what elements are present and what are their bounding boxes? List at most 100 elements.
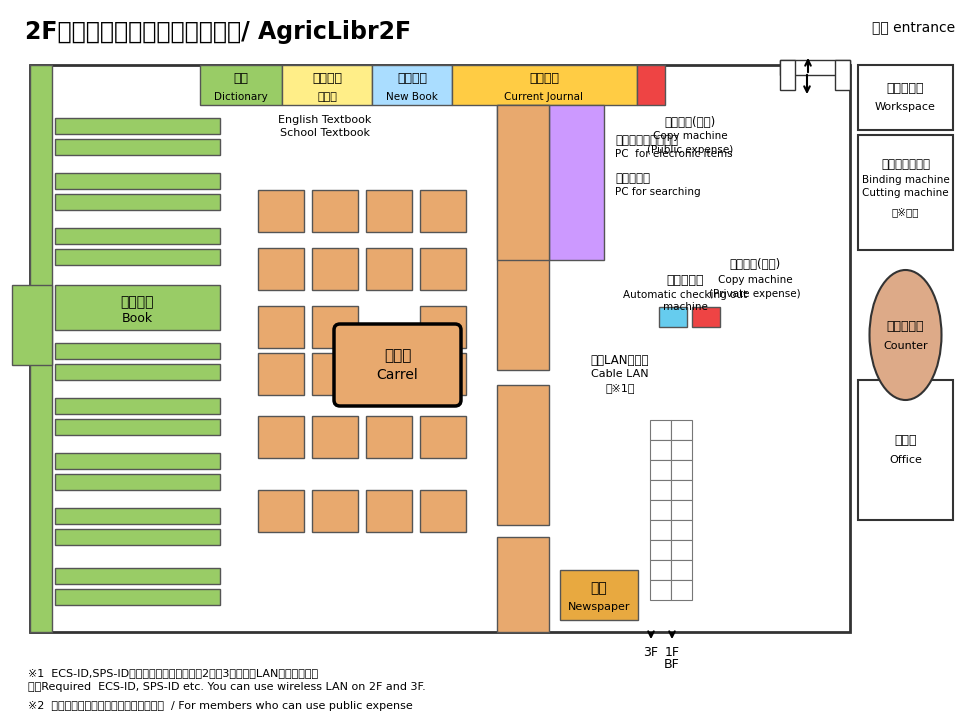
Bar — [671, 580, 692, 600]
Bar — [671, 420, 692, 440]
Text: 教科書: 教科書 — [317, 92, 337, 102]
Bar — [659, 307, 687, 327]
Bar — [671, 520, 692, 540]
Bar — [452, 65, 637, 105]
Bar — [312, 306, 358, 348]
Text: ※1  ECS-ID,SPS-IDなどが必要です。図書室2階、3階は無線LANも使用可能。: ※1 ECS-ID,SPS-IDなどが必要です。図書室2階、3階は無線LANも使… — [28, 668, 318, 678]
Text: 入口 entrance: 入口 entrance — [872, 20, 955, 34]
Bar — [258, 353, 304, 395]
Bar — [650, 520, 671, 540]
Bar — [420, 248, 466, 290]
Text: Automatic checking out: Automatic checking out — [623, 290, 747, 300]
Bar — [282, 65, 372, 105]
Text: 2F閲覧室カウンター（入口階）/ AgricLibr2F: 2F閲覧室カウンター（入口階）/ AgricLibr2F — [25, 20, 411, 44]
Bar — [55, 173, 220, 189]
Bar — [671, 500, 692, 520]
Bar — [55, 474, 220, 490]
Bar — [692, 307, 720, 327]
Bar — [312, 248, 358, 290]
Bar — [650, 580, 671, 600]
Bar — [312, 353, 358, 395]
Bar — [312, 490, 358, 532]
Bar — [650, 420, 671, 440]
Bar — [55, 343, 220, 359]
Bar — [55, 453, 220, 469]
Bar — [55, 419, 220, 435]
Bar — [671, 480, 692, 500]
Text: Carrel: Carrel — [376, 368, 419, 382]
Text: English Textbook: English Textbook — [278, 115, 372, 125]
Bar — [560, 570, 638, 620]
Bar — [366, 490, 412, 532]
Bar — [55, 249, 220, 265]
Bar — [497, 105, 549, 260]
Bar — [55, 118, 220, 134]
Text: 作業エリア: 作業エリア — [887, 83, 924, 96]
Text: Binding machine: Binding machine — [862, 175, 949, 185]
Bar — [780, 60, 795, 90]
Text: (Private expense): (Private expense) — [709, 289, 801, 299]
Text: 開架図書: 開架図書 — [121, 295, 155, 309]
Bar — [650, 540, 671, 560]
Text: machine: machine — [662, 302, 708, 312]
Bar — [258, 190, 304, 232]
Bar — [650, 500, 671, 520]
Text: 新着図書: 新着図書 — [397, 71, 427, 84]
Bar — [420, 306, 466, 348]
Bar — [55, 508, 220, 524]
Text: PC  for elecronic items: PC for elecronic items — [615, 149, 732, 159]
Bar — [12, 285, 52, 365]
Bar — [372, 65, 452, 105]
Text: Cable LAN: Cable LAN — [591, 369, 649, 379]
Bar — [55, 568, 220, 584]
Bar — [650, 480, 671, 500]
Text: School Textbook: School Textbook — [280, 128, 370, 138]
Bar — [671, 440, 692, 460]
Bar — [858, 380, 953, 520]
Text: コピー機(生協): コピー機(生協) — [730, 258, 780, 271]
Text: 閲覧席: 閲覧席 — [384, 348, 411, 364]
Bar — [780, 60, 850, 75]
Bar — [497, 105, 549, 370]
Text: 英語教材: 英語教材 — [312, 71, 342, 84]
Bar — [650, 440, 671, 460]
Text: Copy machine: Copy machine — [718, 275, 792, 285]
Bar — [366, 416, 412, 458]
Text: カウンター: カウンター — [887, 320, 924, 333]
Bar — [858, 65, 953, 130]
Bar — [858, 135, 953, 250]
Text: New Book: New Book — [386, 92, 438, 102]
Text: Required  ECS-ID, SPS-ID etc. You can use wireless LAN on 2F and 3F.: Required ECS-ID, SPS-ID etc. You can use… — [28, 682, 425, 692]
Bar — [637, 65, 665, 105]
FancyBboxPatch shape — [334, 324, 461, 406]
Bar — [497, 385, 549, 525]
Text: 新着雑誌: 新着雑誌 — [529, 71, 559, 84]
Bar — [55, 589, 220, 605]
Text: Book: Book — [122, 312, 153, 325]
Text: Copy machine: Copy machine — [653, 131, 728, 141]
Text: ※2  農学部の公費が使える方のみ使用可能  / For members who can use public expense: ※2 農学部の公費が使える方のみ使用可能 / For members who c… — [28, 701, 413, 711]
Bar — [258, 248, 304, 290]
Bar — [55, 398, 220, 414]
Text: 電子資料閲覧用端末: 電子資料閲覧用端末 — [615, 133, 678, 146]
Text: 辞書: 辞書 — [233, 71, 249, 84]
Bar — [258, 490, 304, 532]
Bar — [55, 194, 220, 210]
Text: Current Journal: Current Journal — [505, 92, 584, 102]
Bar — [420, 490, 466, 532]
Text: 有線LANエリア: 有線LANエリア — [590, 354, 649, 366]
Text: Newspaper: Newspaper — [567, 602, 631, 612]
Bar — [55, 529, 220, 545]
Text: Workspace: Workspace — [876, 102, 936, 112]
Ellipse shape — [870, 270, 942, 400]
Bar — [650, 560, 671, 580]
Text: （※1）: （※1） — [605, 383, 635, 393]
Text: （※２）: （※２） — [892, 207, 920, 217]
Text: Counter: Counter — [883, 341, 927, 351]
Bar — [549, 105, 604, 260]
Text: 1F: 1F — [664, 646, 680, 659]
Bar — [312, 416, 358, 458]
Text: 3F: 3F — [643, 646, 659, 659]
Bar — [420, 190, 466, 232]
Text: BF: BF — [664, 659, 680, 672]
